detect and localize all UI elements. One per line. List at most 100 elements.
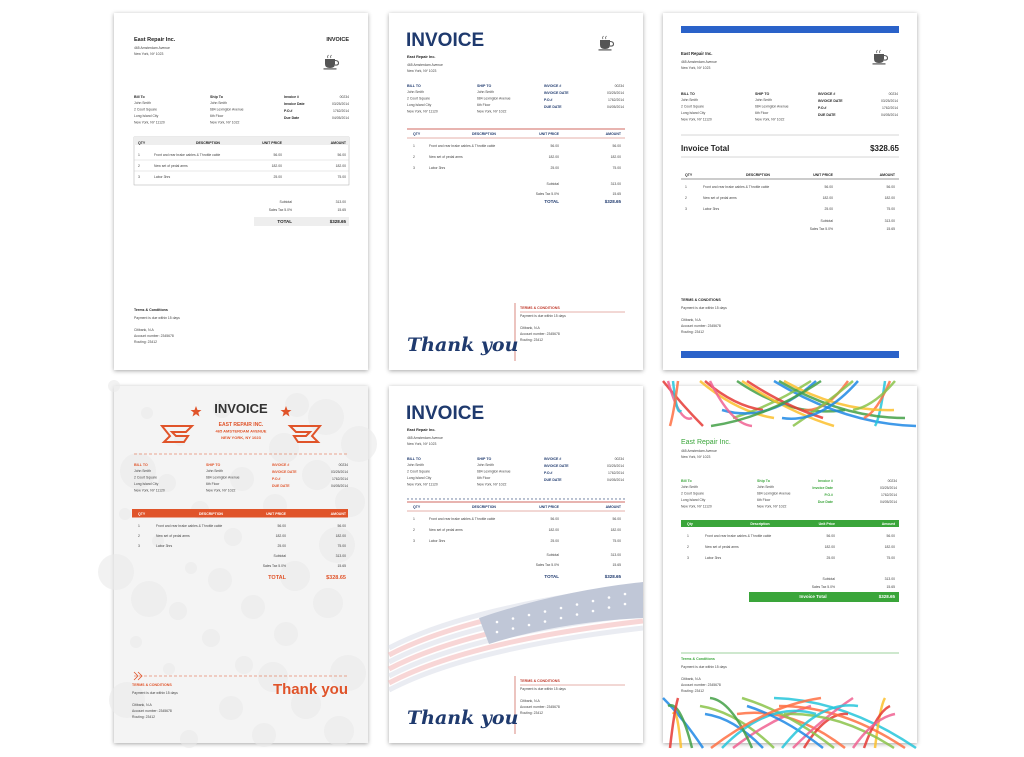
item-cell: New set of pedal arms xyxy=(703,196,737,200)
bill-to-line: Long Island City xyxy=(407,103,432,107)
decor-stroke xyxy=(708,380,753,428)
ship-to-line: New York, NY 1022 xyxy=(210,121,239,125)
decor-stroke xyxy=(778,379,906,420)
terms-text: Payment is due within 15 days xyxy=(681,665,727,669)
item-cell: 2 xyxy=(413,528,415,532)
bank-line: Account number: 2345678 xyxy=(520,332,560,336)
item-cell: 75.00 xyxy=(338,175,347,179)
bill-to-line: Long Island City xyxy=(407,476,432,480)
flag-canton xyxy=(479,582,643,644)
bill-to-line: New York, NY 11120 xyxy=(407,110,438,114)
bank-line: Routing: 23412 xyxy=(520,338,543,342)
company-address: 465 Amsterdam Avenue xyxy=(407,436,443,440)
star-divider xyxy=(559,498,561,500)
texture-spot xyxy=(269,433,299,463)
meta-value: 03/25/2014 xyxy=(332,102,349,106)
star-divider xyxy=(519,498,521,500)
invoice-template: INVOICE East Repair Inc. 465 Amsterdam Ave… xyxy=(389,13,643,370)
bill-to-line: 2 Court Square xyxy=(134,476,157,480)
meta-value: 04/05/2014 xyxy=(331,484,348,488)
item-cell: 3 xyxy=(687,556,689,560)
meta-label: P.O.# xyxy=(544,471,553,475)
terms-text: Payment is due within 15 days xyxy=(520,314,566,318)
meta-label: P.O.# xyxy=(544,98,553,102)
texture-spot xyxy=(98,554,134,590)
cup-icon xyxy=(598,35,615,51)
bank-line: Citibank, N.A xyxy=(520,699,541,703)
meta-label: INVOICE # xyxy=(544,457,561,461)
texture-spot xyxy=(313,588,343,618)
ship-to-line: New York, NY 1022 xyxy=(206,489,235,493)
texture-spot xyxy=(109,682,145,718)
decor-stroke xyxy=(667,704,694,749)
bank-line: Routing: 23412 xyxy=(681,689,704,693)
company-name: EAST REPAIR INC. xyxy=(219,422,264,428)
meta-label: INVOICE DATE xyxy=(544,91,569,95)
ship-to-line: 6th Floor xyxy=(755,111,769,115)
decor-stroke xyxy=(699,380,775,420)
item-cell: 182.00 xyxy=(549,528,559,532)
star-divider xyxy=(603,498,605,500)
item-cell: 3 xyxy=(685,207,687,211)
item-cell: 1 xyxy=(413,144,415,148)
total-label: TOTAL xyxy=(268,575,286,581)
company-address: 465 Amsterdam Avenue xyxy=(681,60,717,64)
texture-spot xyxy=(169,602,187,620)
sales-tax-value: 15.65 xyxy=(887,227,896,231)
paper-texture xyxy=(114,386,368,743)
star-divider xyxy=(471,498,473,500)
total-value: $328.65 xyxy=(326,575,346,581)
meta-label: INVOICE # xyxy=(544,84,561,88)
meta-value: 00234 xyxy=(340,95,350,99)
decor-stroke xyxy=(741,696,835,749)
meta-value: 03/25/2014 xyxy=(331,470,348,474)
decor-stroke xyxy=(710,696,822,749)
column-header: Description xyxy=(750,522,769,526)
decor-stroke xyxy=(802,712,849,749)
bank-line: Routing: 23412 xyxy=(520,711,543,715)
item-cell: 182.00 xyxy=(336,164,346,168)
star-divider xyxy=(447,498,449,500)
meta-label: INVOICE DATE xyxy=(544,464,569,468)
cup-handle xyxy=(609,40,615,47)
subtotal-label: Subtotal xyxy=(547,553,560,557)
item-cell: Labor 3hrs xyxy=(703,207,720,211)
invoice-template: East Repair Inc. 465 Amsterdam Avenue New … xyxy=(662,379,917,750)
star xyxy=(280,406,292,417)
column-header: UNIT PRICE xyxy=(813,173,834,177)
decor-stroke xyxy=(773,696,917,750)
decor-stroke xyxy=(710,379,822,428)
bank-line: Citibank, N.A xyxy=(132,703,153,707)
star-divider xyxy=(567,498,569,500)
bill-to-line: New York, NY 11120 xyxy=(681,505,712,509)
column-header: DESCRIPTION xyxy=(199,512,223,516)
item-cell: 182.00 xyxy=(823,196,833,200)
meta-value: 00234 xyxy=(615,84,625,88)
item-cell: 56.00 xyxy=(274,153,283,157)
cup-body xyxy=(325,59,335,68)
item-cell: 182.00 xyxy=(276,534,286,538)
company-address: New York, NY 1023 xyxy=(407,442,436,446)
decor-stroke xyxy=(709,696,754,749)
meta-value: 00234 xyxy=(889,92,899,96)
bill-to-line: 2 Court Square xyxy=(681,492,704,496)
ship-to-line: John Smith xyxy=(210,101,227,105)
decor-stroke xyxy=(862,704,891,749)
bill-to-line: 2 Court Square xyxy=(681,105,704,109)
item-cell: 3 xyxy=(138,175,140,179)
star-divider xyxy=(595,498,597,500)
wing xyxy=(287,425,323,443)
bill-to-label: Bill To xyxy=(134,95,146,99)
star-divider xyxy=(551,498,553,500)
decor-stroke xyxy=(732,379,812,420)
cup-steam xyxy=(602,35,607,40)
texture-spot xyxy=(202,629,220,647)
item-cell: New set of pedal arms xyxy=(429,528,463,532)
bill-to-line: New York, NY 11120 xyxy=(134,489,165,493)
meta-value: 04/05/2014 xyxy=(607,478,624,482)
cup-handle xyxy=(883,54,889,61)
column-header: AMOUNT xyxy=(331,141,347,145)
flag-swoosh xyxy=(387,582,644,693)
terms-title: TERMS & CONDITIONS xyxy=(520,306,560,310)
